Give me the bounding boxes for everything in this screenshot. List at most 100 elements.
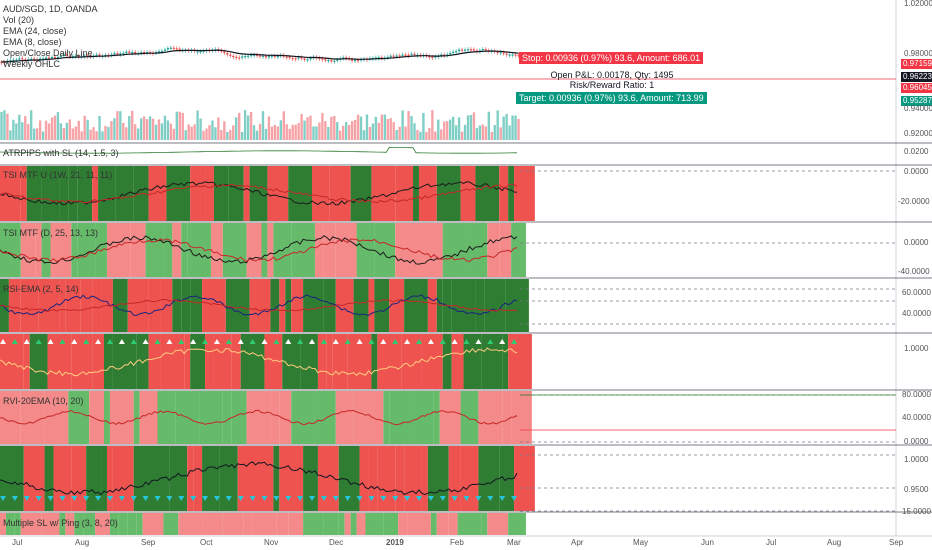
- signal-triangle: [404, 496, 411, 501]
- signal-triangle: [451, 339, 458, 344]
- candle-body: [380, 57, 383, 59]
- pane-title-tsi[interactable]: TSI MTF (D, 25, 13, 13): [3, 228, 99, 238]
- volume-bar: [151, 118, 155, 140]
- band-segment: [106, 223, 131, 277]
- legend-vol[interactable]: Vol (20): [3, 15, 35, 25]
- volume-bar: [270, 126, 274, 140]
- volume-bar: [303, 120, 306, 140]
- pane-title-rsi[interactable]: RSI-EMA (2, 5, 14): [3, 284, 79, 294]
- volume-bar: [178, 111, 181, 140]
- candle-body: [505, 53, 508, 55]
- band-segment: [487, 513, 509, 535]
- signal-triangle: [71, 496, 78, 501]
- stop-label[interactable]: Stop: 0.00936 (0.97%) 93.6, Amount: 686.…: [519, 52, 704, 64]
- candle-body: [478, 50, 481, 52]
- signal-triangle: [249, 339, 256, 344]
- pane-title-rvi[interactable]: RVI-20EMA (10, 20): [3, 396, 84, 406]
- band-segment: [377, 334, 402, 389]
- band-segment: [199, 391, 223, 444]
- band-segment: [178, 513, 203, 535]
- band-segment: [395, 446, 405, 511]
- band-segment: [145, 223, 158, 277]
- symbol-title[interactable]: AUD/SGD, 1D, OANDA: [3, 4, 98, 14]
- signal-triangle: [392, 496, 399, 501]
- band-segment: [457, 513, 482, 535]
- band-segment: [288, 513, 304, 535]
- band-segment: [312, 166, 330, 221]
- band-segment: [71, 446, 87, 511]
- volume-bar: [226, 131, 229, 140]
- volume-bar: [365, 114, 369, 140]
- band-segment: [210, 223, 223, 277]
- candle-body: [47, 57, 51, 59]
- band-segment: [127, 279, 149, 332]
- pane-title-atr[interactable]: ATRPIPS with SL (14, 1.5, 3): [3, 148, 119, 158]
- legend-ema8[interactable]: EMA (8, close): [3, 37, 62, 47]
- pane-title-8[interactable]: Multiple SL w/ Ping (3, 8, 20): [3, 518, 118, 528]
- volume-bar: [169, 123, 173, 140]
- target-label[interactable]: Target: 0.00936 (0.97%) 93.6, Amount: 71…: [516, 92, 707, 104]
- signal-triangle: [285, 496, 292, 501]
- candle-body: [354, 59, 357, 62]
- volume-bar: [104, 125, 107, 140]
- band-segment: [300, 334, 318, 389]
- signal-triangle: [166, 339, 173, 344]
- volume-bar: [484, 126, 488, 140]
- legend-ema24[interactable]: EMA (24, close): [3, 26, 67, 36]
- signal-triangle: [130, 496, 137, 501]
- candle-body: [247, 55, 250, 57]
- signal-triangle: [285, 339, 292, 344]
- band-segment: [160, 334, 185, 389]
- legend-oc-line[interactable]: Open/Close Daily Line: [3, 48, 93, 58]
- tsi-line: [0, 235, 518, 265]
- candle-body: [71, 55, 74, 58]
- band-segment: [0, 391, 21, 444]
- band-segment: [29, 334, 48, 389]
- price-tag-last: 0.96223: [901, 72, 932, 82]
- xaxis-apr: Apr: [571, 538, 584, 547]
- volume-bar: [240, 131, 244, 140]
- signal-triangle: [273, 339, 280, 344]
- band-segment: [109, 391, 134, 444]
- candle-body: [140, 52, 143, 54]
- yaxis-tsi-2: -40.0000: [898, 267, 930, 276]
- band-segment: [303, 279, 324, 332]
- signal-triangle: [511, 339, 518, 344]
- signal-triangle: [332, 339, 339, 344]
- candle-body: [113, 53, 116, 55]
- band-segment: [273, 223, 292, 277]
- candle-body: [172, 47, 175, 49]
- volume-bar: [255, 130, 259, 140]
- volume-bar: [306, 117, 309, 140]
- band-segment: [237, 446, 259, 511]
- volume-bar: [12, 119, 15, 140]
- band-segment: [436, 166, 461, 221]
- band-segment: [222, 223, 247, 277]
- band-segment: [279, 391, 292, 444]
- band-segment: [460, 446, 470, 511]
- pane-title-tsi-u[interactable]: TSI MTF U (1W, 21, 11, 11): [3, 170, 113, 180]
- band-segment: [115, 166, 134, 221]
- candle-body: [446, 54, 449, 56]
- band-segment: [374, 223, 396, 277]
- band-segment: [205, 334, 214, 389]
- volume-bar: [175, 111, 178, 140]
- volume-bar: [350, 121, 354, 140]
- band-segment: [71, 223, 78, 277]
- legend-weekly-ohlc[interactable]: Weekly OHLC: [3, 59, 60, 69]
- xaxis-sep: Sep: [141, 538, 156, 547]
- band-segment: [389, 279, 405, 332]
- volume-bar: [190, 126, 193, 140]
- band-segment: [502, 391, 512, 444]
- candle-body: [56, 56, 60, 59]
- tsi-u-signal: [0, 183, 518, 204]
- candle-body: [386, 56, 389, 59]
- candle-body: [258, 55, 262, 57]
- candle-body: [351, 59, 354, 61]
- band-segment: [279, 446, 304, 511]
- volume-bar: [321, 112, 324, 140]
- volume-bar: [125, 127, 128, 140]
- band-segment: [213, 166, 229, 221]
- band-segment: [267, 223, 274, 277]
